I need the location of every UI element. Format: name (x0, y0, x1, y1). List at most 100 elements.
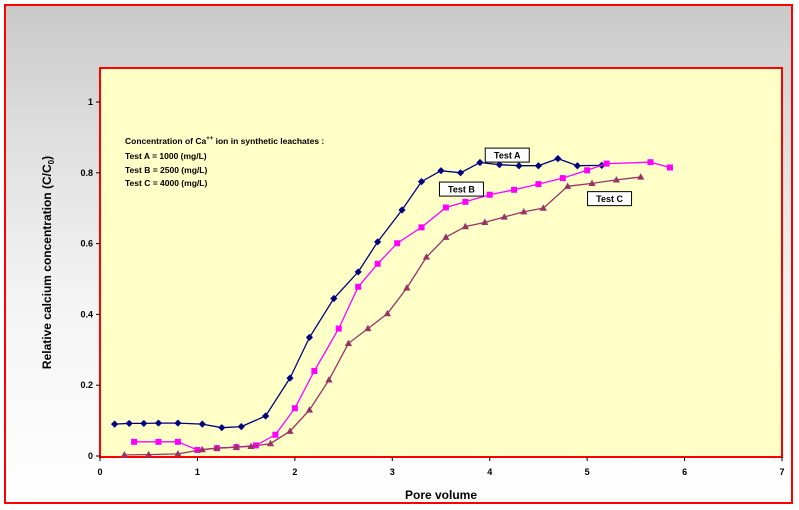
data-point (588, 179, 596, 187)
y-tick-label: 0.8 (80, 168, 93, 178)
data-point (476, 158, 484, 167)
data-point (437, 167, 445, 175)
series-test-a (111, 155, 606, 432)
data-point (218, 424, 226, 432)
data-point (456, 169, 465, 177)
series-label-text: Test C (596, 194, 623, 204)
x-tick-label: 6 (682, 467, 687, 477)
data-point (354, 268, 362, 276)
data-point (374, 260, 381, 267)
axis-ticks: 0 1 2 3 4 5 6 7 0 0.2 0.4 0.6 0.8 1 (80, 97, 784, 477)
plot-area (99, 67, 783, 458)
series-line (124, 176, 641, 456)
data-point (383, 309, 392, 317)
data-point (272, 431, 279, 438)
series-test-c (120, 173, 645, 458)
data-point (145, 450, 153, 458)
data-point (325, 376, 333, 383)
series-label-box (587, 191, 633, 207)
data-point (539, 204, 547, 211)
series-label-test-a: Test A (484, 147, 530, 163)
data-point (335, 325, 342, 332)
data-point (232, 443, 240, 450)
y-tick-label: 1 (88, 97, 93, 107)
data-point (330, 294, 338, 303)
data-point (155, 438, 162, 445)
data-point (418, 224, 425, 231)
data-point (666, 164, 673, 171)
x-tick-label: 5 (585, 467, 590, 477)
data-point (213, 444, 221, 451)
data-point (311, 368, 318, 375)
series-label-test-c: Test C (587, 191, 633, 207)
data-point (131, 438, 138, 445)
series-label-box (484, 147, 530, 163)
data-point (120, 451, 128, 458)
data-point (286, 427, 294, 434)
data-point (237, 423, 245, 431)
note-line-2: Test A = 1000 (mg/L) (125, 151, 207, 161)
x-tick-label: 7 (779, 467, 784, 477)
data-point (564, 182, 572, 189)
series-label-test-b: Test B (438, 181, 484, 197)
series-label-text: Test A (494, 151, 521, 161)
data-point (286, 374, 294, 382)
y-tick-label: 0.4 (80, 309, 93, 319)
data-point (461, 222, 469, 230)
data-point (174, 419, 182, 427)
x-tick-label: 4 (487, 467, 492, 477)
data-point (198, 420, 206, 428)
y-tick-label: 0.6 (80, 239, 93, 249)
x-tick-label: 2 (292, 467, 297, 477)
data-point (534, 162, 543, 170)
data-point (174, 450, 182, 457)
data-point (559, 175, 566, 182)
data-point (584, 167, 591, 174)
data-point (154, 419, 163, 427)
data-point (515, 162, 523, 170)
data-point (247, 442, 255, 450)
data-point (481, 218, 489, 225)
data-point (486, 191, 493, 198)
data-point (174, 438, 181, 445)
chart-frame: 0 1 2 3 4 5 6 7 0 0.2 0.4 0.6 0.8 1 Test A Test B Test … (4, 4, 793, 504)
data-point (511, 186, 518, 193)
data-point (500, 213, 508, 220)
data-point (305, 406, 314, 413)
data-point (125, 419, 133, 428)
data-point (398, 206, 406, 214)
data-point (554, 155, 562, 163)
data-point (573, 162, 581, 170)
data-point (198, 445, 206, 453)
data-point (111, 420, 119, 428)
data-point (442, 204, 449, 211)
data-point (417, 178, 426, 186)
x-axis-label: Pore volume (405, 488, 477, 502)
data-point (364, 324, 372, 332)
data-point (520, 207, 528, 215)
data-point (612, 176, 620, 183)
data-point (647, 159, 654, 166)
data-point (603, 160, 610, 167)
data-point (442, 233, 450, 240)
data-point (394, 240, 401, 247)
x-tick-label: 0 (97, 467, 102, 477)
concentration-note: Concentration of Ca++ ion in synthetic l… (125, 136, 324, 188)
data-point (403, 284, 411, 291)
series-label-box (438, 181, 484, 197)
series-labels: Test A Test B Test C (438, 147, 633, 207)
data-point (422, 253, 430, 260)
data-point (462, 198, 469, 205)
data-point (495, 161, 504, 169)
data-point (140, 419, 148, 428)
data-point (305, 333, 314, 342)
note-line-3: Test B = 2500 (mg/L) (125, 165, 207, 175)
data-point (355, 283, 362, 290)
data-point (374, 238, 382, 246)
y-tick-label: 0 (88, 451, 93, 461)
x-tick-label: 3 (390, 467, 395, 477)
data-point (637, 173, 645, 180)
data-point (535, 181, 542, 188)
note-line-1: Concentration of Ca++ ion in synthetic l… (125, 136, 324, 146)
